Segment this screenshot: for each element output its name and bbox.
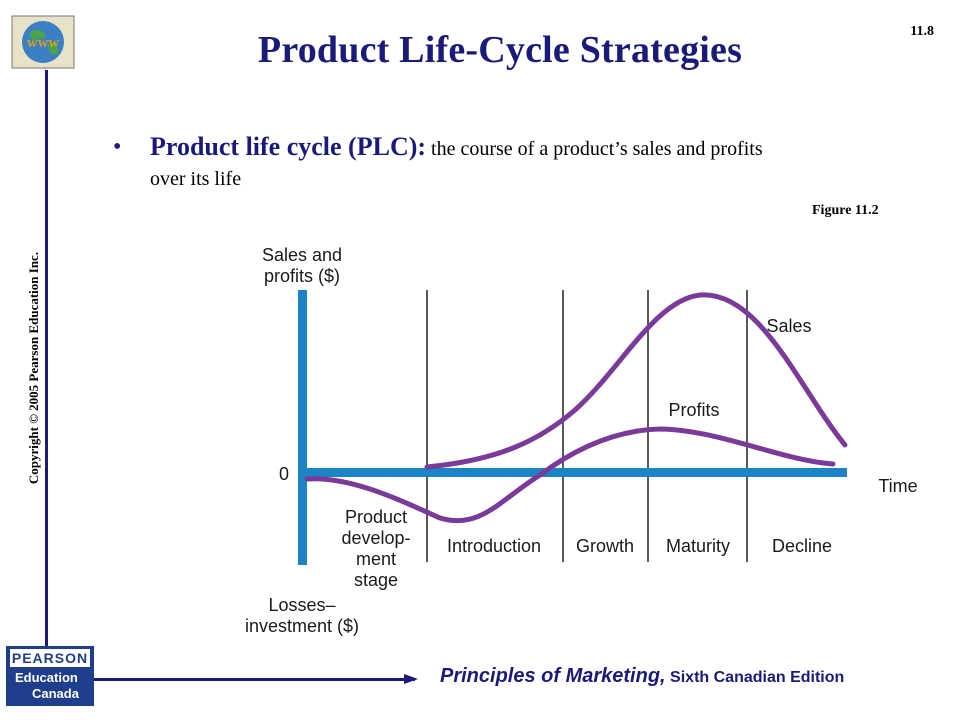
www-logo-text: www — [27, 35, 60, 51]
slide-number: 11.8 — [910, 24, 934, 39]
pearson-logo-line-3: Canada — [32, 686, 79, 701]
sales-curve-label: Sales — [766, 316, 811, 336]
y-axis-label-bottom-2: investment ($) — [245, 616, 359, 636]
stage-label-introduction: Introduction — [447, 536, 541, 556]
y-axis-label-top-1: Sales and — [262, 245, 342, 265]
footer-book-title: Principles of Marketing, Sixth Canadian … — [440, 665, 844, 688]
bullet-dot: • — [113, 134, 122, 160]
www-globe-icon[interactable]: www — [10, 14, 76, 70]
stage-label-product-dev-1: Product — [345, 507, 407, 527]
time-axis — [307, 468, 847, 477]
bullet-point: • Product life cycle (PLC): the course o… — [113, 132, 803, 194]
stage-label-product-dev-2: develop- — [341, 528, 410, 548]
bullet-definition: the course of a product’s sales and prof… — [150, 138, 763, 190]
left-border-line — [45, 70, 48, 680]
time-axis-label: Time — [878, 476, 917, 496]
pearson-logo-wordmark: PEARSON — [10, 649, 90, 667]
bullet-term: Product life cycle (PLC): — [150, 132, 427, 161]
y-axis — [298, 290, 307, 565]
bottom-border-line — [45, 678, 415, 681]
y-axis-label-top-2: profits ($) — [264, 266, 340, 286]
zero-label: 0 — [279, 464, 289, 484]
footer-title-italic: Principles of Marketing, — [440, 665, 666, 687]
arrow-head-icon — [404, 674, 418, 684]
slide-title: Product Life-Cycle Strategies — [257, 29, 743, 71]
y-axis-label-bottom-1: Losses– — [268, 595, 335, 615]
stage-label-product-dev-3: ment — [356, 549, 396, 569]
figure-reference: Figure 11.2 — [812, 203, 879, 218]
stage-label-maturity: Maturity — [666, 536, 730, 556]
profits-curve — [304, 426, 836, 524]
stage-label-product-dev-4: stage — [354, 570, 398, 590]
sales-curve — [424, 292, 848, 470]
stage-label-decline: Decline — [772, 536, 832, 556]
pearson-logo[interactable]: PEARSON Education Canada — [6, 646, 94, 706]
pearson-logo-line-2: Education — [15, 670, 78, 685]
footer-edition: Sixth Canadian Edition — [665, 669, 845, 686]
stage-dividers — [426, 290, 748, 562]
profits-curve-label: Profits — [668, 400, 719, 420]
stage-label-growth: Growth — [576, 536, 634, 556]
